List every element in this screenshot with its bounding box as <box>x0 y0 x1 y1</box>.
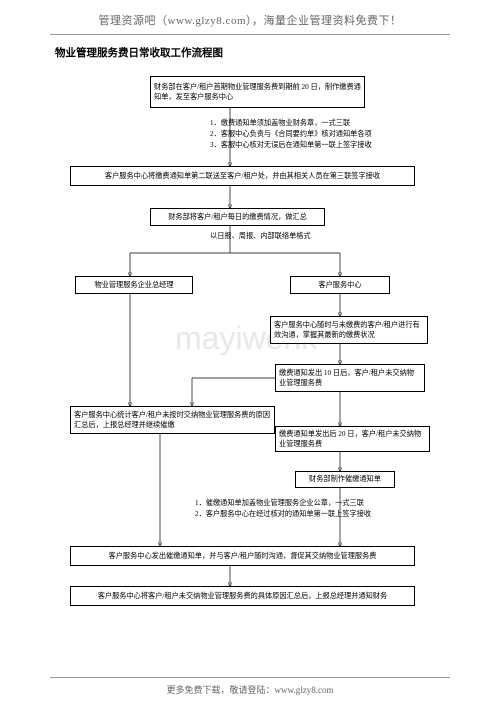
flowchart-canvas: 财务部在客户/租户首期物业管理服务费到期前 20 日，制作缴费通知单，发至客户服… <box>0 68 500 668</box>
node-b6: 客户服务中心随时与未缴费的客户/租户进行有效沟通，掌握其最新的缴费状况 <box>270 316 428 344</box>
node-b5: 客户服务中心 <box>290 276 390 294</box>
page-footer: 更多免费下载，敬请登陆：www.glzy8.com <box>0 683 500 696</box>
node-b10: 财务部制作催缴通知单 <box>295 471 395 488</box>
flow-connectors <box>0 68 500 668</box>
header-rule <box>50 34 450 35</box>
annot-n3: 1．催缴通知单加盖物业管理服务企业公章，一式三联 2．客户服务中心在经过核对的通… <box>195 498 425 520</box>
node-b7: 缴费通知发出 10 日后，客户/租户未交纳物业管理服务费 <box>275 364 425 392</box>
annot-n1: 1．缴费通知单须加盖物业财务章，一式三联 2．客服中心负责与《合同要约单》核对通… <box>210 118 430 150</box>
footer-rule <box>50 677 450 678</box>
diagram-title: 物业管理服务费日常收取工作流程图 <box>55 45 500 60</box>
node-b12: 客户服务中心将客户/租户未交纳物业管理服务费的具体原因汇总后，上报总经理并通知财… <box>70 586 415 606</box>
node-b1: 财务部在客户/租户首期物业管理服务费到期前 20 日，制作缴费通知单，发至客户服… <box>150 76 365 108</box>
page-header: 管理资源吧（www.glzy8.com），海量企业管理资料免费下！ <box>0 0 500 28</box>
node-b9: 缴费通知单发出后 20 日，客户/租户未交纳物业管理服务费 <box>275 426 430 452</box>
node-b8: 客户服务中心统计客户/租户未按时交纳物业管理服务费的原因汇总后，上报总经理并继续… <box>70 406 275 434</box>
node-b2: 客户服务中心将缴费通知单第二联送至客户/租户处，并由其相关人员在第三联签字接收 <box>70 166 415 186</box>
node-b11: 客户服务中心发出催缴通知单，并与客户/租户随时沟通，督促其交纳物业管理服务费 <box>70 546 415 566</box>
node-b3: 财务部将客户/租户每日的缴费情况，做汇总 <box>150 208 325 226</box>
annot-n2: 以日报、周报、内部联络单格式 <box>210 231 311 242</box>
node-b4: 物业管理服务企业总经理 <box>75 276 193 294</box>
